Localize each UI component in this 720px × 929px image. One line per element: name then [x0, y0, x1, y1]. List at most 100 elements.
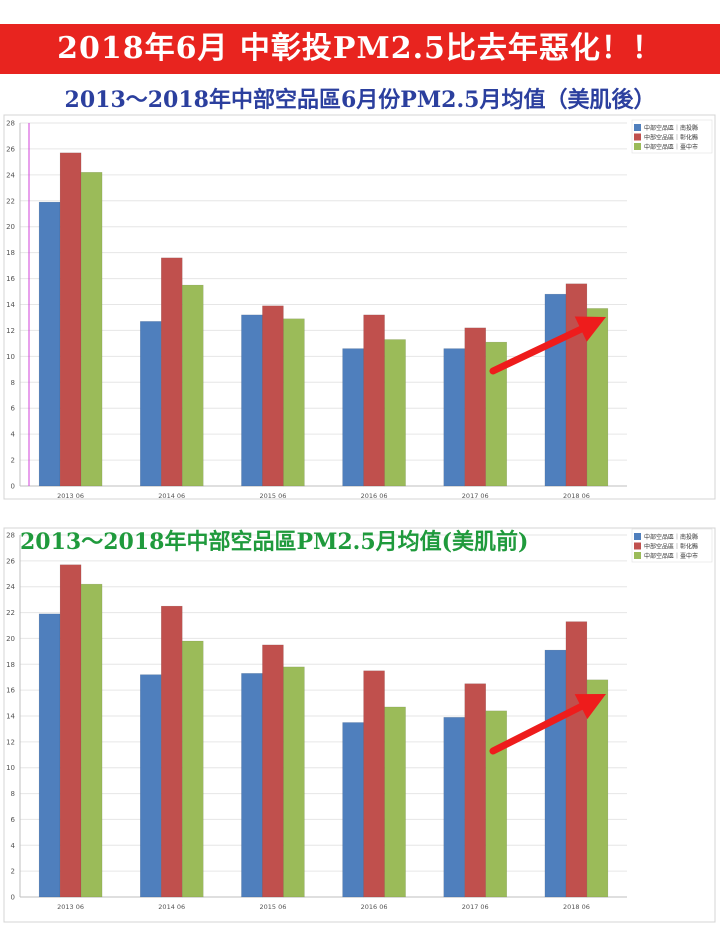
bar [565, 283, 588, 487]
arrow-shaft [489, 320, 596, 375]
bar [464, 683, 486, 898]
y-tick-label: 10 [6, 764, 15, 772]
bar [485, 341, 507, 487]
legend-swatch [634, 552, 641, 559]
x-tick-label: 2015 06 [259, 492, 286, 500]
legend-swatch [634, 542, 641, 550]
headline-banner: 2018年6月 中彰投PM2.5比去年惡化！！ [0, 24, 720, 74]
bar [384, 339, 406, 487]
y-tick-label: 0 [11, 894, 15, 902]
chart-title-after: 2013～2018年中部空品區6月份PM2.5月均值（美肌後） [64, 87, 656, 113]
legend-label: 中部空品區｜南投縣 [644, 124, 698, 132]
x-tick-label: 2017 06 [462, 903, 489, 911]
y-tick-label: 24 [6, 171, 15, 179]
y-tick-label: 4 [11, 431, 16, 439]
y-tick-label: 26 [6, 557, 15, 565]
bar [283, 666, 305, 898]
bar [586, 679, 609, 898]
bar [544, 293, 567, 487]
bar [363, 314, 385, 487]
x-tick-label: 2013 06 [57, 492, 84, 500]
bar [586, 308, 609, 487]
x-tick-label: 2014 06 [158, 492, 185, 500]
y-tick-label: 14 [6, 713, 15, 721]
bar [544, 649, 567, 898]
y-tick-label: 24 [6, 583, 15, 591]
bar [241, 673, 263, 898]
x-tick-label: 2017 06 [462, 492, 489, 500]
y-tick-label: 8 [11, 790, 15, 798]
bar [38, 613, 61, 898]
y-tick-label: 14 [6, 301, 15, 309]
legend-label: 中部空品區｜臺中市 [644, 552, 698, 560]
y-tick-label: 16 [6, 687, 15, 695]
y-tick-label: 10 [6, 353, 15, 361]
bar [161, 257, 183, 487]
bar [59, 564, 82, 898]
bar [262, 644, 284, 898]
y-tick-label: 22 [6, 609, 15, 617]
y-tick-label: 18 [6, 661, 15, 669]
y-tick-label: 26 [6, 145, 15, 153]
y-tick-label: 0 [11, 483, 15, 491]
y-tick-label: 28 [6, 120, 15, 128]
y-tick-label: 12 [6, 327, 15, 335]
legend [631, 119, 713, 154]
x-tick-label: 2018 06 [563, 903, 590, 911]
bar [384, 706, 406, 898]
y-tick-label: 20 [6, 635, 15, 643]
legend-label: 中部空品區｜彰化縣 [644, 134, 698, 142]
y-tick-label: 16 [6, 275, 15, 283]
legend-label: 中部空品區｜臺中市 [644, 143, 698, 151]
legend [631, 528, 713, 563]
bar [443, 348, 465, 487]
y-tick-label: 18 [6, 249, 15, 257]
bar [80, 583, 103, 898]
bar [80, 172, 103, 487]
bar [140, 674, 162, 898]
legend-swatch [634, 133, 641, 141]
bar [565, 621, 588, 898]
y-tick-label: 6 [11, 405, 16, 413]
legend-swatch [634, 124, 641, 131]
bar [59, 152, 82, 487]
legend-label: 中部空品區｜南投縣 [644, 533, 698, 541]
bar [443, 717, 465, 898]
arrow-shaft [489, 697, 596, 755]
y-tick-label: 8 [11, 379, 15, 387]
x-tick-label: 2015 06 [259, 903, 286, 911]
arrow-head [574, 694, 606, 720]
bar [485, 710, 507, 898]
bar [38, 201, 61, 487]
bar [342, 722, 364, 898]
x-tick-label: 2016 06 [361, 492, 388, 500]
bar [241, 314, 263, 487]
y-tick-label: 2 [11, 457, 15, 465]
legend-label: 中部空品區｜彰化縣 [644, 543, 698, 551]
y-tick-label: 6 [11, 816, 16, 824]
bar [283, 318, 305, 487]
bar [464, 327, 486, 487]
x-tick-label: 2016 06 [361, 903, 388, 911]
arrow-head [574, 316, 606, 342]
bar [363, 670, 385, 898]
bar [262, 305, 284, 487]
y-tick-label: 22 [6, 197, 15, 205]
bar [342, 348, 364, 487]
y-tick-label: 28 [6, 532, 15, 540]
legend-swatch [634, 533, 641, 540]
x-tick-label: 2014 06 [158, 903, 185, 911]
bar [182, 284, 204, 487]
bar [161, 605, 183, 898]
y-tick-label: 12 [6, 738, 15, 746]
y-tick-label: 20 [6, 223, 15, 231]
y-tick-label: 2 [11, 868, 15, 876]
chart-title-before: 2013～2018年中部空品區PM2.5月均值(美肌前) [20, 529, 529, 555]
bar [140, 321, 162, 487]
legend-swatch [634, 143, 641, 150]
x-tick-label: 2013 06 [57, 903, 84, 911]
y-tick-label: 4 [11, 842, 16, 850]
bar [182, 640, 204, 898]
